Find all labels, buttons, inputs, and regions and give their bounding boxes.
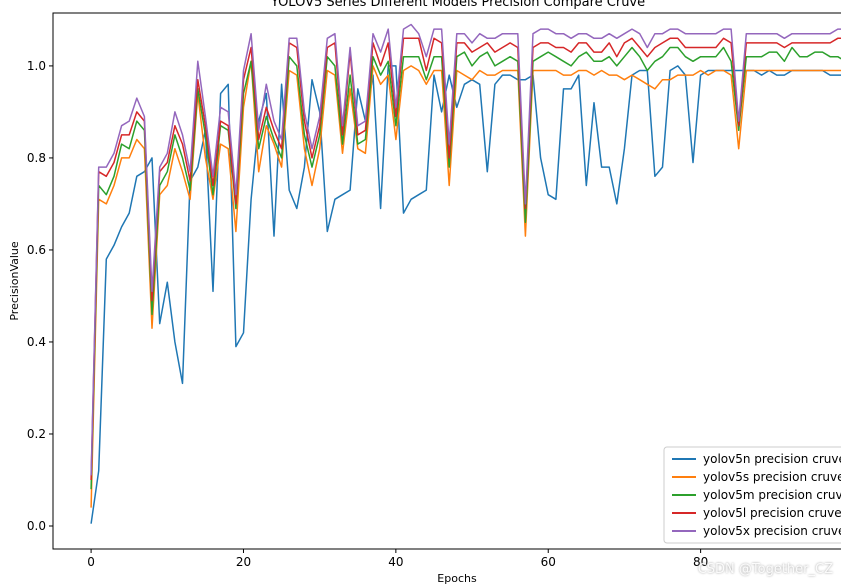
y-tick-label: 0.4: [27, 335, 46, 349]
x-tick-label: 0: [87, 555, 95, 569]
series-line: [90, 60, 841, 508]
x-tick-label: 20: [236, 555, 251, 569]
legend-label: yolov5x precision cruve: [703, 524, 841, 538]
legend-label: yolov5n precision cruve: [703, 452, 841, 466]
legend: yolov5n precision cruve yolov5s precision…: [663, 446, 841, 544]
y-tick-label: 0.2: [27, 427, 46, 441]
legend-label: yolov5s precision cruve: [703, 470, 841, 484]
legend-box: [663, 446, 841, 544]
series-lines: [90, 23, 841, 524]
x-tick-label: 60: [541, 555, 556, 569]
x-axis: 020406080100: [87, 549, 708, 569]
y-tick-label: 1.0: [27, 59, 46, 73]
x-tick-label: 80: [693, 555, 708, 569]
y-axis-label: PrecisionValue: [8, 241, 21, 321]
y-tick-label: 0.6: [27, 243, 46, 257]
series-line: [90, 23, 841, 476]
y-tick-label: 0.8: [27, 151, 46, 165]
watermark-text: CSDN @Together_CZ: [697, 562, 833, 577]
series-line: [90, 37, 841, 481]
y-axis: 0.0 0.2 0.4 0.6 0.8 1.0: [27, 59, 53, 533]
y-tick-label: 0.0: [27, 519, 46, 533]
legend-label: yolov5m precision cruve: [703, 488, 841, 502]
chart-title: YOLOV5 Series Different Models Precision…: [270, 0, 645, 10]
x-axis-label: Epochs: [437, 572, 477, 585]
legend-label: yolov5l precision cruve: [703, 506, 841, 520]
x-tick-label: 40: [388, 555, 403, 569]
series-line: [90, 46, 841, 490]
